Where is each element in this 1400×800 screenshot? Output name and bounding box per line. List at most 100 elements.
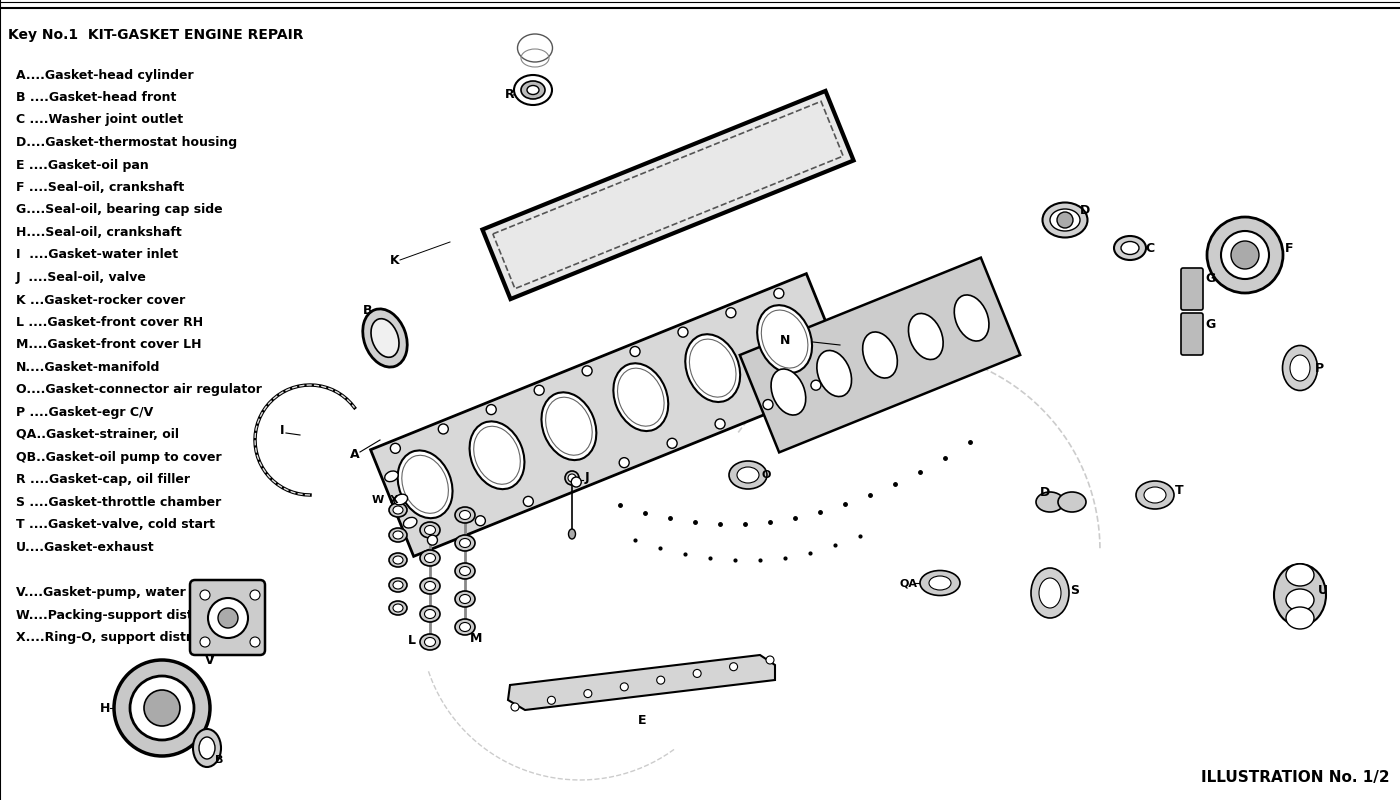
Ellipse shape <box>389 503 407 517</box>
Ellipse shape <box>469 422 525 489</box>
Text: C: C <box>1145 242 1154 254</box>
Text: H: H <box>99 702 111 714</box>
Circle shape <box>535 386 545 395</box>
Ellipse shape <box>424 638 435 646</box>
Circle shape <box>251 637 260 647</box>
Circle shape <box>811 380 820 390</box>
Ellipse shape <box>757 305 812 373</box>
Circle shape <box>668 438 678 448</box>
Ellipse shape <box>685 334 741 402</box>
Ellipse shape <box>862 332 897 378</box>
Text: P: P <box>1315 362 1324 374</box>
Ellipse shape <box>568 474 575 482</box>
Ellipse shape <box>729 461 767 489</box>
Ellipse shape <box>920 570 960 595</box>
Text: L: L <box>407 634 416 646</box>
Ellipse shape <box>420 578 440 594</box>
Ellipse shape <box>393 581 403 589</box>
Circle shape <box>547 696 556 704</box>
Circle shape <box>209 598 248 638</box>
Ellipse shape <box>1289 355 1310 381</box>
Circle shape <box>113 660 210 756</box>
Text: L ....Gasket-front cover RH: L ....Gasket-front cover RH <box>15 316 203 329</box>
Circle shape <box>729 662 738 670</box>
Circle shape <box>582 366 592 376</box>
Ellipse shape <box>1114 236 1147 260</box>
Ellipse shape <box>1043 202 1088 238</box>
Text: X....Ring-O, support distributor: X....Ring-O, support distributor <box>15 631 234 644</box>
Text: D: D <box>1040 486 1050 498</box>
Text: K ...Gasket-rocker cover: K ...Gasket-rocker cover <box>15 294 185 306</box>
Ellipse shape <box>459 594 470 603</box>
Ellipse shape <box>385 471 398 482</box>
Ellipse shape <box>542 392 596 460</box>
Ellipse shape <box>455 563 475 579</box>
Circle shape <box>619 458 629 468</box>
Text: A: A <box>350 449 360 462</box>
Text: I: I <box>280 423 284 437</box>
Circle shape <box>130 676 195 740</box>
Ellipse shape <box>389 553 407 567</box>
Ellipse shape <box>1135 481 1175 509</box>
Circle shape <box>200 590 210 600</box>
Circle shape <box>524 496 533 506</box>
Text: W....Packing-support distributor: W....Packing-support distributor <box>15 609 241 622</box>
Ellipse shape <box>459 622 470 631</box>
Text: B: B <box>216 755 224 765</box>
Circle shape <box>774 288 784 298</box>
Text: R: R <box>505 89 515 102</box>
Circle shape <box>476 516 486 526</box>
Circle shape <box>438 424 448 434</box>
Ellipse shape <box>420 550 440 566</box>
Text: B: B <box>363 303 372 317</box>
Ellipse shape <box>930 576 951 590</box>
Ellipse shape <box>459 538 470 547</box>
Ellipse shape <box>514 75 552 105</box>
Circle shape <box>630 346 640 357</box>
Text: X: X <box>391 495 399 505</box>
Ellipse shape <box>420 634 440 650</box>
Polygon shape <box>739 258 1021 452</box>
Circle shape <box>763 399 773 410</box>
Ellipse shape <box>566 471 580 485</box>
Text: QA: QA <box>900 578 918 588</box>
Text: T ....Gasket-valve, cold start: T ....Gasket-valve, cold start <box>15 518 216 531</box>
Text: E: E <box>638 714 647 726</box>
Circle shape <box>1057 212 1072 228</box>
Text: A....Gasket-head cylinder: A....Gasket-head cylinder <box>15 69 193 82</box>
Text: D....Gasket-thermostat housing: D....Gasket-thermostat housing <box>15 136 237 149</box>
Ellipse shape <box>1030 568 1070 618</box>
Text: F: F <box>1285 242 1294 254</box>
Text: F ....Seal-oil, crankshaft: F ....Seal-oil, crankshaft <box>15 181 185 194</box>
Text: C ....Washer joint outlet: C ....Washer joint outlet <box>15 114 183 126</box>
Text: J: J <box>585 471 589 485</box>
Circle shape <box>251 590 260 600</box>
Circle shape <box>391 443 400 454</box>
Ellipse shape <box>393 506 403 514</box>
Text: D: D <box>1079 203 1091 217</box>
Text: O....Gasket-connector air regulator: O....Gasket-connector air regulator <box>15 383 262 397</box>
Text: E ....Gasket-oil pan: E ....Gasket-oil pan <box>15 158 148 171</box>
Text: U: U <box>1317 583 1329 597</box>
Ellipse shape <box>568 529 575 539</box>
Text: W: W <box>372 495 384 505</box>
Text: Key No.1  KIT-GASKET ENGINE REPAIR: Key No.1 KIT-GASKET ENGINE REPAIR <box>8 28 304 42</box>
Polygon shape <box>483 91 854 299</box>
Text: QA..Gasket-strainer, oil: QA..Gasket-strainer, oil <box>15 429 179 442</box>
Ellipse shape <box>424 554 435 562</box>
Ellipse shape <box>393 604 403 612</box>
Text: R ....Gasket-cap, oil filler: R ....Gasket-cap, oil filler <box>15 474 190 486</box>
Circle shape <box>727 308 736 318</box>
Text: U....Gasket-exhaust: U....Gasket-exhaust <box>15 541 154 554</box>
Text: V: V <box>204 654 214 666</box>
Ellipse shape <box>420 606 440 622</box>
Ellipse shape <box>526 86 539 94</box>
Polygon shape <box>371 274 850 556</box>
Text: B ....Gasket-head front: B ....Gasket-head front <box>15 91 176 104</box>
Text: S: S <box>1070 583 1079 597</box>
Text: V....Gasket-pump, water: V....Gasket-pump, water <box>15 586 186 599</box>
Circle shape <box>678 327 687 337</box>
Ellipse shape <box>1121 242 1140 254</box>
Ellipse shape <box>393 494 407 505</box>
Ellipse shape <box>389 528 407 542</box>
